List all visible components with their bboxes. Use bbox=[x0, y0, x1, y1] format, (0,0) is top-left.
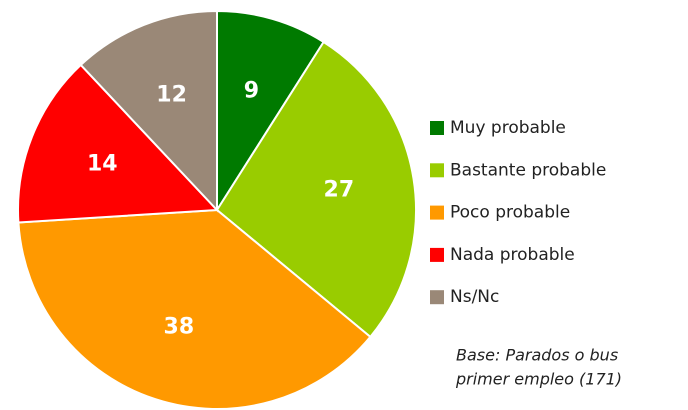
note: primer empleo (171) bbox=[455, 370, 622, 389]
data-label: 12 bbox=[156, 82, 187, 107]
data-label: 27 bbox=[324, 178, 355, 203]
legend-label: Bastante probable bbox=[450, 160, 606, 180]
pie-slice bbox=[215, 40, 417, 339]
legend-swatch bbox=[430, 247, 444, 262]
pie-slice bbox=[79, 9, 218, 213]
legend-label: Ns/Nc bbox=[450, 287, 499, 307]
pie-slice bbox=[17, 208, 372, 410]
legend-swatch bbox=[430, 163, 444, 178]
legend-swatch bbox=[430, 205, 444, 220]
pie-slice bbox=[17, 63, 220, 224]
legend-swatch bbox=[430, 121, 444, 135]
data-label: 9 bbox=[244, 79, 259, 104]
note: Base: Parados o bus bbox=[456, 346, 618, 365]
pie-slice bbox=[216, 9, 326, 214]
data-label: 14 bbox=[87, 152, 118, 177]
legend-label: Nada probable bbox=[450, 245, 575, 265]
legend-label: Muy probable bbox=[450, 118, 566, 138]
legend-label: Poco probable bbox=[450, 203, 570, 223]
legend-swatch bbox=[430, 290, 444, 305]
data-label: 38 bbox=[164, 314, 195, 339]
